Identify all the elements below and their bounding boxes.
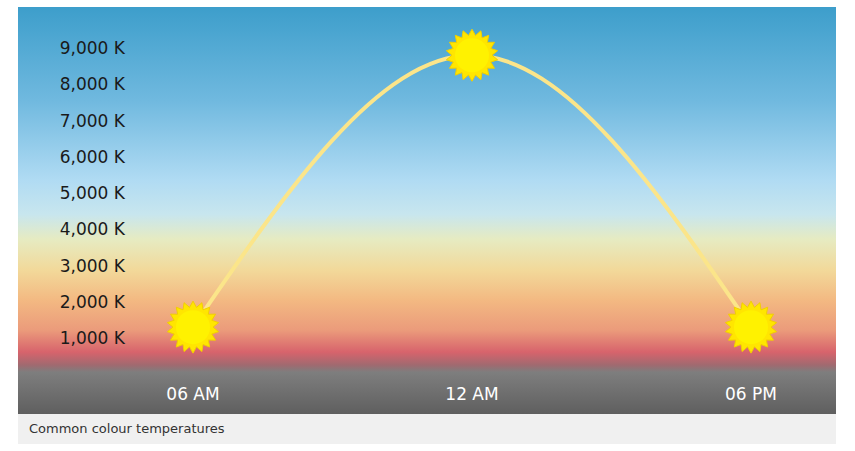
- svg-text:8,000 K: 8,000 K: [60, 74, 126, 94]
- svg-text:06 PM: 06 PM: [725, 384, 777, 404]
- svg-text:4,000 K: 4,000 K: [60, 219, 126, 239]
- svg-text:5,000 K: 5,000 K: [60, 183, 126, 203]
- svg-text:12 AM: 12 AM: [445, 384, 498, 404]
- svg-text:9,000 K: 9,000 K: [60, 38, 126, 58]
- svg-text:6,000 K: 6,000 K: [60, 147, 126, 167]
- svg-text:1,000 K: 1,000 K: [60, 328, 126, 348]
- svg-text:06 AM: 06 AM: [166, 384, 219, 404]
- svg-text:7,000 K: 7,000 K: [60, 111, 126, 131]
- svg-text:3,000 K: 3,000 K: [60, 256, 126, 276]
- svg-text:2,000 K: 2,000 K: [60, 292, 126, 312]
- html-text:Common colour temperatures: Common colour temperatures: [29, 421, 225, 436]
